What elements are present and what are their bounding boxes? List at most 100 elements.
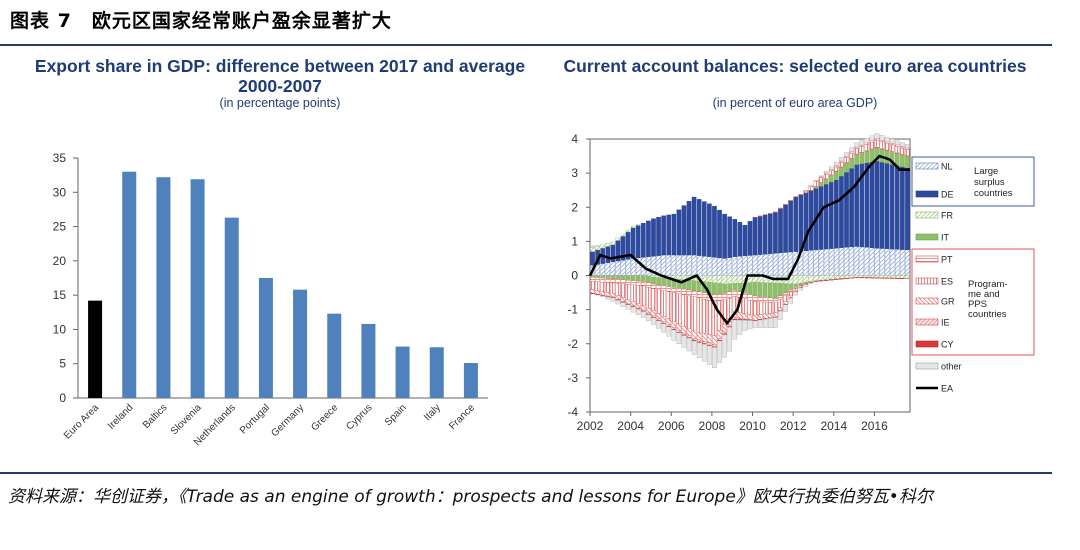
bar-segment-ie [818,176,824,178]
bar-segment-gr [778,307,783,311]
bar-segment-gr [605,292,611,297]
legend-label-it: IT [941,233,950,243]
bar-segment-es [895,146,900,154]
bar-segment-it [757,282,763,297]
bar-segment-nl [625,259,631,276]
bar-segment-it [737,283,743,292]
y-tick-label: 15 [53,288,67,302]
bar-segment-other [590,245,595,248]
bar-segment-es [630,284,636,302]
legend-swatch-de [915,190,939,198]
bar-segment-es [839,162,844,167]
bar-segment-ie [839,160,844,163]
bar-segment-other [768,318,773,328]
x-tick-label: 2004 [617,419,644,433]
bar-segment-gr [696,332,702,340]
bar-segment-nl [610,261,616,276]
bar-segment-it [625,275,631,281]
bar-segment-ie [879,140,885,143]
legend-label-ie: IE [941,318,950,328]
x-tick-label: 2014 [820,419,847,433]
y-tick-label: 4 [571,132,578,146]
bar-segment-es [747,300,753,315]
bar-segment-nl [900,249,905,276]
bar-segment-other [625,304,631,310]
bar-segment-fr [701,275,707,282]
bar-italy [429,347,444,398]
legend-label-nl: NL [941,162,953,172]
bar-segment-es [696,297,702,333]
bar-segment-es [859,146,865,153]
bar-segment-nl [818,249,824,276]
bar-segment-nl [722,258,727,276]
x-tick-label: 2006 [658,419,685,433]
y-tick-label: 30 [53,185,67,199]
legend-swatch-gr [915,297,939,305]
bar-segment-fr [798,275,804,284]
bar-segment-pt [625,280,631,285]
bar-segment-ie [828,169,834,171]
bar-segment-fr [839,275,844,279]
bar-segment-fr [600,244,605,249]
bar-segment-other [900,142,905,147]
x-tick-label: Spain [383,402,409,428]
x-tick-label: Cyprus [344,402,374,432]
bar-segment-fr [620,233,626,237]
bar-segment-fr [635,224,641,226]
bar-segment-other [818,175,824,177]
bar-segment-fr [732,275,738,284]
bar-segment-it [610,275,616,280]
x-tick-label: Slovenia [169,402,204,437]
bar-segment-de [864,162,870,248]
bar-segment-ie [691,338,697,341]
bar-segment-pt [641,281,646,286]
y-tick-label: 0 [571,269,578,283]
y-tick-label: 35 [53,151,67,165]
bar-segment-it [854,154,859,165]
bar-segment-it [869,149,875,163]
bar-segment-other [752,320,758,328]
bar-segment-es [900,147,905,155]
bar-segment-de [854,164,859,247]
bar-segment-nl [864,247,870,276]
bar-segment-other [905,144,910,149]
bar-segment-de [783,204,788,253]
bar-segment-nl [666,254,672,276]
bar-segment-es [768,302,773,314]
y-tick-label: 1 [571,234,578,248]
bar-segment-nl [712,257,717,276]
bar-ireland [122,171,137,398]
bar-segment-de [732,219,738,257]
bar-segment-nl [813,249,819,276]
bar-segment-es [757,301,763,315]
bar-segment-gr [707,334,712,343]
bar-segment-nl [905,249,910,276]
bar-segment-es [590,281,595,290]
bar-segment-other [859,140,865,146]
bar-segment-nl [646,256,651,276]
bar-segment-nl [889,248,895,276]
bar-segment-ie [732,317,738,320]
bar-segment-other [620,302,626,307]
bar-segment-nl [600,263,605,276]
bar-segment-gr [641,305,646,311]
bar-segment-fr [590,247,595,252]
bar-segment-it [900,154,905,168]
bar-segment-fr [651,275,656,278]
x-tick-label: Germany [269,402,306,439]
bar-segment-gr [798,285,804,288]
bar-segment-ie [666,324,672,327]
bar-segment-nl [773,253,778,276]
bar-segment-es [874,140,880,148]
bar-segment-other [834,162,839,166]
current-account-chart: -4 -3 -2 -1 0 1 2 3 4 2002 2004 2006 2008 2010 2012 201… [567,132,1035,433]
bar-segment-gr [686,328,692,336]
bar-segment-nl [732,256,738,276]
bar-segment-es [625,284,631,300]
bar-segment-it [646,276,651,283]
legend-swatch-pt [915,255,939,263]
legend-swatch-es [915,277,939,285]
bar-segment-pt [696,291,702,299]
bar-segment-de [808,190,814,251]
bar-segment-fr [803,275,809,283]
